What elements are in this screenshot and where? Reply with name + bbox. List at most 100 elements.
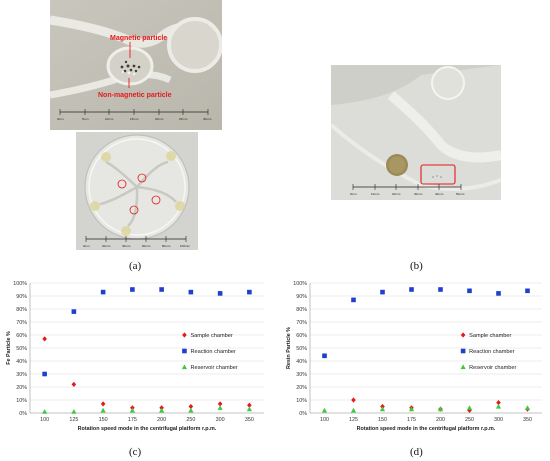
data-point-triangle bbox=[466, 405, 473, 410]
legend-label: Reaction chamber bbox=[469, 349, 515, 355]
scale-label: 20mm bbox=[102, 244, 111, 248]
data-point-triangle bbox=[246, 406, 252, 412]
data-point-square bbox=[438, 287, 443, 292]
data-point-diamond bbox=[159, 405, 164, 411]
chart-d: 0% 10% 20% 30% 40% 50% 60% 70% 80% 90% 100% 100 125 1… bbox=[280, 277, 550, 442]
scale-label: 5mm bbox=[82, 117, 89, 121]
y-tick-label: 50% bbox=[296, 346, 307, 352]
scale-label: 30mm bbox=[203, 117, 212, 121]
y-tick-label: 100% bbox=[293, 281, 307, 287]
scale-label: 10mm bbox=[371, 192, 380, 196]
scale-label: 25mm bbox=[179, 117, 188, 121]
caption-a: (a) bbox=[129, 260, 142, 272]
annotation-magnetic: Magnetic particle bbox=[110, 35, 167, 42]
x-tick-label: 100 bbox=[320, 417, 329, 423]
scale-label: 30mm bbox=[414, 192, 423, 196]
caption-d: (d) bbox=[410, 446, 423, 458]
legend-label: Sample chamber bbox=[469, 333, 511, 339]
data-point-square bbox=[525, 288, 530, 294]
scale-label: 50mm bbox=[456, 192, 465, 196]
y-tick-label: 40% bbox=[16, 359, 27, 365]
scale-label: 40mm bbox=[435, 192, 444, 196]
data-point-square bbox=[380, 289, 385, 295]
data-point-triangle bbox=[71, 409, 77, 414]
y-tick-label: 90% bbox=[16, 294, 27, 300]
data-point-square bbox=[467, 288, 472, 294]
y-tick-label: 50% bbox=[16, 346, 27, 352]
data-point-triangle bbox=[321, 407, 328, 413]
data-point-triangle bbox=[379, 406, 386, 412]
data-point-triangle bbox=[42, 409, 48, 414]
legend-marker bbox=[460, 348, 466, 354]
scale-bar-b: 0mm 10mm 20mm 30mm 40mm 50mm bbox=[350, 184, 465, 196]
y-tick-label: 90% bbox=[296, 294, 307, 300]
chart-c: 0% 10% 20% 30% 40% 50% 60% 70% 80% 90% 100% 100 125 1… bbox=[0, 277, 272, 442]
y-tick-label: 30% bbox=[296, 372, 307, 378]
scale-label: 10mm bbox=[105, 117, 114, 121]
data-point-diamond bbox=[42, 336, 47, 342]
x-tick-label: 250 bbox=[465, 417, 474, 423]
data-point-triangle bbox=[495, 403, 502, 409]
data-point-square bbox=[42, 371, 47, 377]
scale-label: 20mm bbox=[392, 192, 401, 196]
scale-label: 15mm bbox=[130, 117, 139, 121]
scale-bar-a-bottom: 0mm 20mm 40mm 60mm 80mm 100mm bbox=[83, 236, 191, 248]
data-point-square bbox=[322, 353, 327, 359]
legend-marker bbox=[460, 332, 466, 338]
y-axis-label: Fe Particle % bbox=[6, 331, 12, 365]
x-tick-label: 200 bbox=[157, 417, 166, 423]
data-point-square bbox=[351, 297, 356, 303]
x-tick-label: 300 bbox=[494, 417, 503, 423]
data-point-triangle bbox=[129, 407, 135, 413]
x-tick-label: 150 bbox=[99, 417, 108, 423]
data-point-triangle bbox=[350, 407, 357, 413]
annotation-non-magnetic: Non-magnetic particle bbox=[98, 92, 172, 99]
data-point-triangle bbox=[217, 405, 223, 410]
caption-c: (c) bbox=[129, 446, 142, 458]
data-point-triangle bbox=[159, 407, 165, 413]
legend-label: Reservoir chamber bbox=[190, 365, 237, 371]
y-tick-label: 10% bbox=[16, 398, 27, 404]
x-tick-label: 350 bbox=[523, 417, 532, 423]
x-tick-label: 125 bbox=[69, 417, 78, 423]
scale-label: 40mm bbox=[122, 244, 131, 248]
x-tick-label: 300 bbox=[216, 417, 225, 423]
scale-label: 100mm bbox=[180, 244, 191, 248]
y-tick-label: 60% bbox=[296, 333, 307, 339]
y-tick-label: 0% bbox=[19, 411, 27, 417]
y-tick-label: 30% bbox=[16, 372, 27, 378]
legend-label: Sample chamber bbox=[190, 333, 232, 339]
scale-label: 0mm bbox=[350, 192, 357, 196]
y-tick-label: 70% bbox=[296, 320, 307, 326]
data-point-square bbox=[159, 287, 164, 292]
legend-label: Reservoir chamber bbox=[469, 365, 516, 371]
y-tick-label: 60% bbox=[16, 333, 27, 339]
y-tick-label: 10% bbox=[296, 398, 307, 404]
x-tick-label: 100 bbox=[40, 417, 49, 423]
y-tick-label: 100% bbox=[13, 281, 27, 287]
y-tick-label: 20% bbox=[16, 385, 27, 391]
y-tick-label: 0% bbox=[299, 411, 307, 417]
data-point-square bbox=[247, 289, 252, 295]
data-point-diamond bbox=[351, 397, 356, 403]
data-point-diamond bbox=[100, 401, 106, 407]
data-point-diamond bbox=[247, 402, 252, 408]
data-point-triangle bbox=[188, 407, 194, 413]
scale-label: 0mm bbox=[57, 117, 64, 121]
x-tick-label: 150 bbox=[378, 417, 387, 423]
x-tick-label: 175 bbox=[128, 417, 137, 423]
data-point-triangle bbox=[408, 406, 415, 412]
x-tick-label: 125 bbox=[349, 417, 358, 423]
data-point-triangle bbox=[524, 405, 531, 410]
data-point-square bbox=[496, 291, 501, 296]
data-point-square bbox=[217, 291, 223, 296]
y-tick-label: 20% bbox=[296, 385, 307, 391]
x-tick-label: 175 bbox=[407, 417, 416, 423]
photo-a-bottom: 0mm 20mm 40mm 60mm 80mm 100mm bbox=[76, 132, 198, 250]
data-point-square bbox=[100, 289, 106, 295]
legend-marker bbox=[181, 364, 188, 370]
y-tick-label: 70% bbox=[16, 320, 27, 326]
legend-marker bbox=[182, 348, 187, 354]
data-point-triangle bbox=[437, 406, 444, 412]
x-axis-label: Rotation speed mode in the centrifugal p… bbox=[78, 426, 217, 432]
